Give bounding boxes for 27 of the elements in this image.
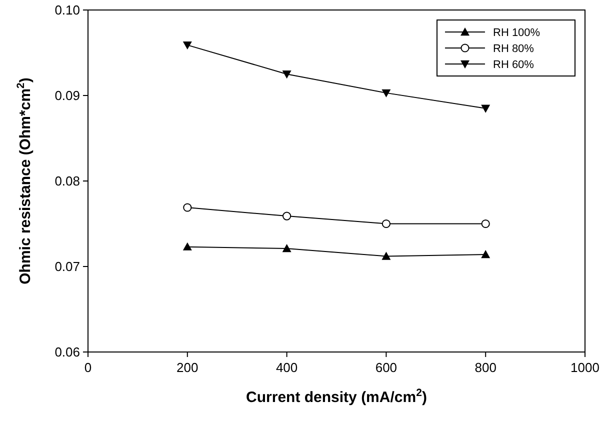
y-tick-label: 0.07 xyxy=(54,259,80,274)
point xyxy=(382,89,391,98)
legend-label: RH 60% xyxy=(493,58,534,71)
x-tick-label: 1000 xyxy=(570,360,600,375)
legend-label: RH 100% xyxy=(493,26,540,39)
y-tick-label: 0.09 xyxy=(54,88,80,104)
y-tick-label: 0.10 xyxy=(54,2,80,18)
x-axis-title: Current density (mA/cm$^{2}$) xyxy=(246,387,427,406)
point xyxy=(382,252,391,260)
x-tick-label: 200 xyxy=(176,360,198,375)
point xyxy=(182,242,192,250)
x-tick-label: 0 xyxy=(84,360,92,375)
point xyxy=(382,219,390,228)
point xyxy=(282,212,292,220)
legend-label: RH 80% xyxy=(493,42,534,55)
point xyxy=(481,250,490,258)
y-tick-label: 0.08 xyxy=(54,174,80,189)
x-tick-label: 600 xyxy=(375,360,398,375)
point xyxy=(182,41,192,50)
point xyxy=(282,70,292,79)
point xyxy=(481,219,490,228)
y-tick-label: 0.06 xyxy=(54,344,80,360)
point xyxy=(282,244,292,252)
point xyxy=(481,104,490,113)
x-tick-label: 400 xyxy=(276,360,298,375)
point xyxy=(183,203,192,212)
x-tick-label: 800 xyxy=(474,360,496,375)
